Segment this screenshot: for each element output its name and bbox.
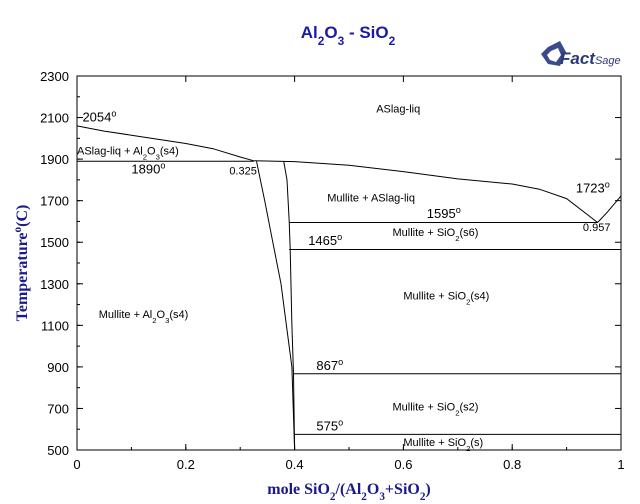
region-label: Mullite + SiO2(s6) — [393, 227, 479, 243]
y-tick-label: 1500 — [40, 235, 69, 250]
temperature-label: 867o — [316, 357, 343, 373]
region-labels: ASlag-liq ASlag-liq + Al2O3(s4) Mullite + … — [77, 103, 489, 452]
y-tick-label: 1700 — [40, 194, 69, 209]
x-tick-label: 1 — [617, 457, 624, 472]
mullite-boundary-left — [256, 161, 296, 451]
temperature-label: 575o — [316, 417, 343, 433]
composition-label: 0.325 — [229, 166, 257, 178]
y-axis-label: Temperatureo(C) — [12, 205, 31, 322]
region-label: Mullite + ASlag-liq — [327, 193, 415, 205]
liquidus-alumina — [76, 125, 254, 162]
region-label: ASlag-liq + Al2O3(s4) — [77, 145, 179, 161]
x-axis: 0 0.2 0.4 0.6 0.8 1 — [73, 76, 625, 472]
x-tick-label: 0.2 — [177, 457, 195, 472]
region-label: ASlag-liq — [376, 103, 420, 115]
temperature-label: 2054o — [82, 109, 116, 125]
y-tick-label: 1300 — [40, 277, 69, 292]
y-tick-label: 900 — [47, 360, 69, 375]
composition-labels: 0.325 0.957 — [229, 166, 610, 234]
logo-main: Fact — [560, 49, 596, 68]
phase-boundaries — [76, 125, 622, 451]
x-tick-label: 0 — [73, 457, 80, 472]
y-tick-label: 1900 — [40, 152, 69, 167]
y-tick-label: 2100 — [40, 111, 69, 126]
chart-title: Al2O3 - SiO2 — [301, 23, 396, 48]
temperature-labels: 2054o 1890o 1723o 1595o 1465o 867o 575o — [82, 109, 609, 434]
x-tick-label: 0.6 — [394, 457, 412, 472]
temperature-label: 1465o — [308, 232, 342, 248]
logo-suffix: Sage — [595, 55, 621, 67]
plot-frame — [76, 75, 622, 451]
composition-label: 0.957 — [583, 222, 611, 234]
factsage-logo-icon — [541, 41, 566, 66]
x-tick-label: 0.4 — [286, 457, 304, 472]
x-axis-label: mole SiO2/(Al2O3+SiO2) — [267, 481, 431, 503]
temperature-label: 1890o — [131, 161, 165, 177]
x-tick-label: 0.8 — [503, 457, 521, 472]
temperature-label: 1723o — [576, 179, 610, 195]
y-tick-label: 700 — [47, 401, 69, 416]
liquidus-silica — [597, 195, 622, 223]
y-tick-label: 1100 — [41, 318, 69, 333]
region-label: Mullite + SiO2(s2) — [393, 402, 479, 418]
svg-text:FactSage: FactSage — [560, 49, 621, 68]
y-tick-label: 2300 — [40, 69, 69, 84]
region-label: Mullite + SiO2(s4) — [403, 290, 489, 306]
region-label: Mullite + Al2O3(s4) — [99, 309, 189, 325]
liquidus-mullite — [253, 160, 598, 223]
y-axis: 500 700 900 1100 1300 1500 1700 1900 2100 2300 — [40, 69, 621, 458]
y-tick-label: 500 — [47, 443, 69, 458]
factsage-logo: FactSage — [541, 41, 621, 68]
region-label: Mullite + SiO2(s) — [403, 437, 483, 453]
temperature-label: 1595o — [427, 205, 461, 221]
